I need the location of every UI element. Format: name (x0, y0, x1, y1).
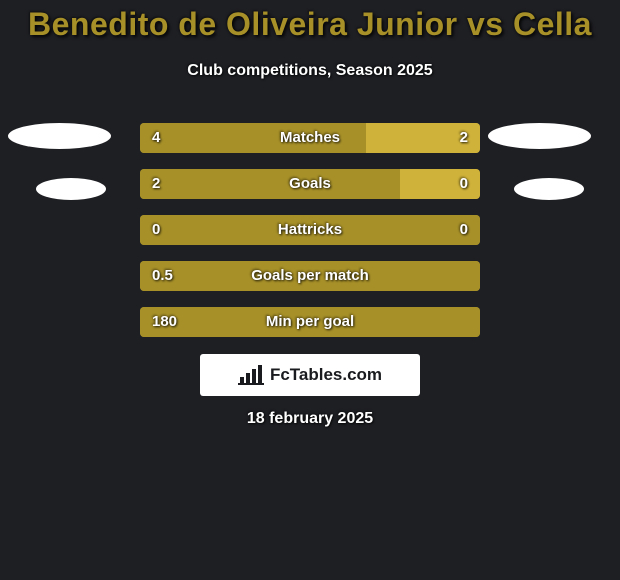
source-label: FcTables.com (270, 365, 382, 385)
stat-value-right (456, 261, 480, 291)
stat-row: 00Hattricks (0, 215, 620, 245)
stat-value-left: 0.5 (140, 261, 185, 291)
stat-row: 180Min per goal (0, 307, 620, 337)
stat-bar-left (140, 261, 480, 291)
avatar-placeholder (488, 123, 591, 149)
source-badge: FcTables.com (200, 354, 420, 396)
stat-value-left: 4 (140, 123, 172, 153)
stat-value-left: 180 (140, 307, 189, 337)
page-title: Benedito de Oliveira Junior vs Cella (0, 6, 620, 43)
stat-bar-left (140, 307, 480, 337)
stat-bar-track: 20Goals (140, 169, 480, 199)
stat-bar-track: 0.5Goals per match (140, 261, 480, 291)
stat-value-right: 0 (448, 215, 480, 245)
bar-chart-icon (238, 365, 264, 385)
avatar-placeholder (514, 178, 584, 200)
stat-bar-track: 00Hattricks (140, 215, 480, 245)
stat-bar-left (140, 215, 480, 245)
stat-value-right (456, 307, 480, 337)
stat-bar-track: 180Min per goal (140, 307, 480, 337)
stat-bar-left (140, 169, 400, 199)
stat-bar-left (140, 123, 366, 153)
comparison-infographic: Benedito de Oliveira Junior vs Cella Clu… (0, 0, 620, 580)
stat-value-left: 0 (140, 215, 172, 245)
stat-value-right: 2 (448, 123, 480, 153)
stat-value-right: 0 (448, 169, 480, 199)
avatar-placeholder (36, 178, 106, 200)
date-label: 18 february 2025 (0, 410, 620, 428)
stat-value-left: 2 (140, 169, 172, 199)
avatar-placeholder (8, 123, 111, 149)
subtitle: Club competitions, Season 2025 (0, 62, 620, 80)
stat-bar-track: 42Matches (140, 123, 480, 153)
stat-row: 0.5Goals per match (0, 261, 620, 291)
